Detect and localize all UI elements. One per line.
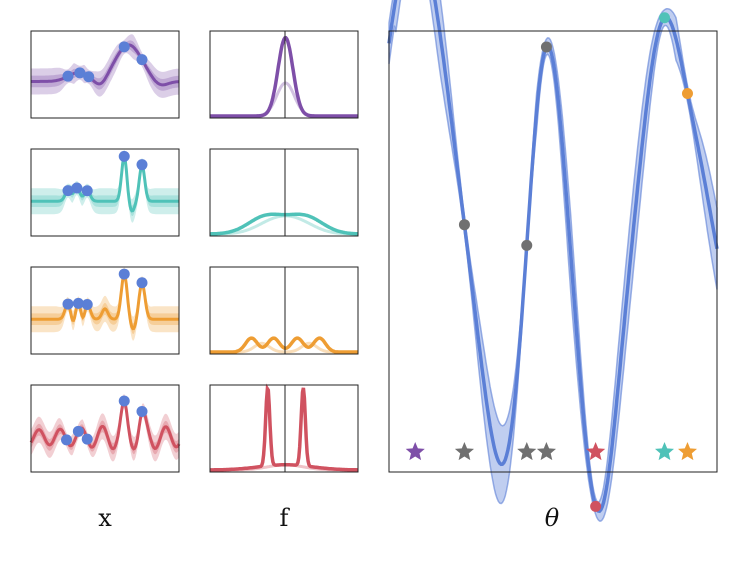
x-panel-1 bbox=[30, 30, 180, 119]
theta-gray-dot-2 bbox=[521, 239, 533, 251]
x-observation-dot-1 bbox=[61, 434, 73, 446]
x-inner-band bbox=[31, 153, 179, 216]
x-panel-frame bbox=[30, 148, 180, 237]
theta-gray-dot-1 bbox=[458, 219, 470, 231]
gray-star-marker-3 bbox=[536, 442, 556, 461]
x-observation-dot-5 bbox=[136, 54, 148, 66]
x-axis-label: x bbox=[98, 504, 112, 532]
x-panel-frame bbox=[30, 384, 180, 473]
x-observation-dot-5 bbox=[136, 159, 148, 171]
f-panel-4 bbox=[209, 383, 359, 473]
f-main-curve bbox=[210, 212, 358, 236]
x-observation-dot-1 bbox=[62, 185, 74, 197]
gray-star-marker-1 bbox=[454, 442, 474, 461]
x-observation-dot-3 bbox=[81, 433, 93, 445]
theta-dot-teal bbox=[659, 12, 671, 24]
x-observation-dot-2 bbox=[72, 425, 84, 437]
x-observation-dot-3 bbox=[81, 299, 93, 311]
f-panels bbox=[209, 30, 359, 473]
theta-panel-frame bbox=[388, 30, 718, 473]
x-panel-3 bbox=[30, 266, 180, 355]
f-panel-1 bbox=[209, 30, 359, 119]
f-panel-3 bbox=[209, 266, 359, 355]
theta-dot-orange bbox=[681, 88, 693, 100]
theta-axis-label: θ bbox=[544, 504, 560, 532]
x-observation-dot-2 bbox=[74, 67, 86, 79]
x-observation-dot-5 bbox=[136, 405, 148, 417]
x-panel-frame bbox=[30, 266, 180, 355]
x-uncertainty-band bbox=[31, 34, 179, 98]
x-observation-dot-1 bbox=[62, 70, 74, 82]
x-observation-dot-4 bbox=[118, 41, 130, 53]
theta-panel bbox=[387, 0, 719, 522]
x-panel-2 bbox=[30, 148, 180, 237]
x-panel-frame bbox=[30, 30, 180, 119]
x-observation-dot-3 bbox=[81, 185, 93, 197]
x-observation-dot-2 bbox=[71, 182, 83, 194]
theta-dot-red bbox=[590, 500, 602, 512]
theta-gray-dot-3 bbox=[540, 41, 552, 53]
x-panels bbox=[29, 30, 181, 473]
x-observation-dot-5 bbox=[136, 277, 148, 289]
star-marker-teal bbox=[655, 442, 674, 461]
x-uncertainty-band bbox=[31, 149, 179, 223]
f-panel-frame bbox=[209, 384, 359, 473]
x-observation-dot-4 bbox=[118, 395, 130, 407]
x-observation-dot-4 bbox=[118, 150, 130, 162]
f-panel-frame bbox=[209, 266, 359, 355]
f-main-curve bbox=[210, 35, 358, 118]
star-marker-purple bbox=[405, 442, 425, 461]
f-panel-2 bbox=[209, 148, 359, 237]
star-marker-red bbox=[586, 442, 606, 461]
f-axis-label: f bbox=[279, 504, 289, 532]
x-mean-curve bbox=[31, 43, 180, 87]
f-main-curve bbox=[210, 336, 358, 354]
f-panel-frame bbox=[209, 30, 359, 119]
x-mean-curve bbox=[29, 399, 181, 451]
f-main-curve bbox=[210, 383, 358, 472]
x-panel-4 bbox=[29, 384, 181, 473]
x-observation-dot-1 bbox=[62, 298, 74, 310]
x-observation-dot-4 bbox=[118, 268, 130, 280]
x-mean-curve bbox=[31, 152, 179, 213]
f-panel-frame bbox=[209, 148, 359, 237]
gray-star-marker-2 bbox=[517, 442, 537, 461]
star-marker-orange bbox=[678, 442, 697, 461]
x-observation-dot-3 bbox=[83, 71, 95, 83]
f-faint-curve bbox=[210, 81, 358, 118]
theta-uncertainty-band bbox=[388, 0, 718, 522]
x-observation-dot-2 bbox=[72, 297, 84, 309]
x-mean-curve bbox=[31, 270, 179, 331]
